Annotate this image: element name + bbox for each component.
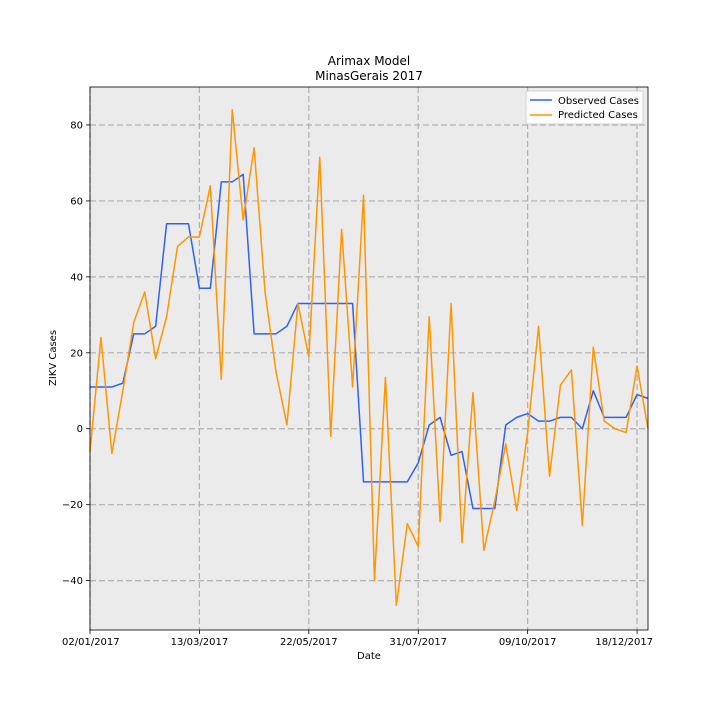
legend: Observed Cases Predicted Cases [525,90,644,125]
y-tick-label: 0 [77,424,83,435]
legend-box [525,90,644,125]
x-tick-label: 31/07/2017 [389,637,447,648]
y-tick-label: 40 [70,272,83,283]
plot-area [90,87,648,630]
x-tick-label: 09/10/2017 [499,637,557,648]
chart-subtitle: MinasGerais 2017 [315,69,423,83]
legend-label-predicted: Predicted Cases [558,110,638,121]
series-lines [89,109,649,607]
series-line-observed [90,173,649,510]
y-axis-label: ZIKV Cases [48,330,59,386]
x-tick-label: 02/01/2017 [62,637,120,648]
x-axis: 02/01/2017 13/03/2017 22/05/2017 31/07/2017… [62,630,653,648]
x-tick-label: 18/12/2017 [595,637,653,648]
y-tick-label: 60 [70,196,83,207]
grid-lines [89,87,648,630]
series-line-predicted [89,109,649,607]
plot-frame [89,86,649,631]
x-tick-label: 22/05/2017 [280,637,338,648]
x-tick-label: 13/03/2017 [171,637,229,648]
y-axis: −40 −20 0 20 40 60 80 [62,120,90,587]
chart-title: Arimax Model [328,54,410,68]
y-tick-label: 20 [70,348,83,359]
y-tick-label: −20 [62,500,83,511]
legend-label-observed: Observed Cases [558,96,639,107]
y-tick-label: −40 [62,576,83,587]
x-axis-label: Date [357,651,381,662]
y-tick-label: 80 [70,120,83,131]
